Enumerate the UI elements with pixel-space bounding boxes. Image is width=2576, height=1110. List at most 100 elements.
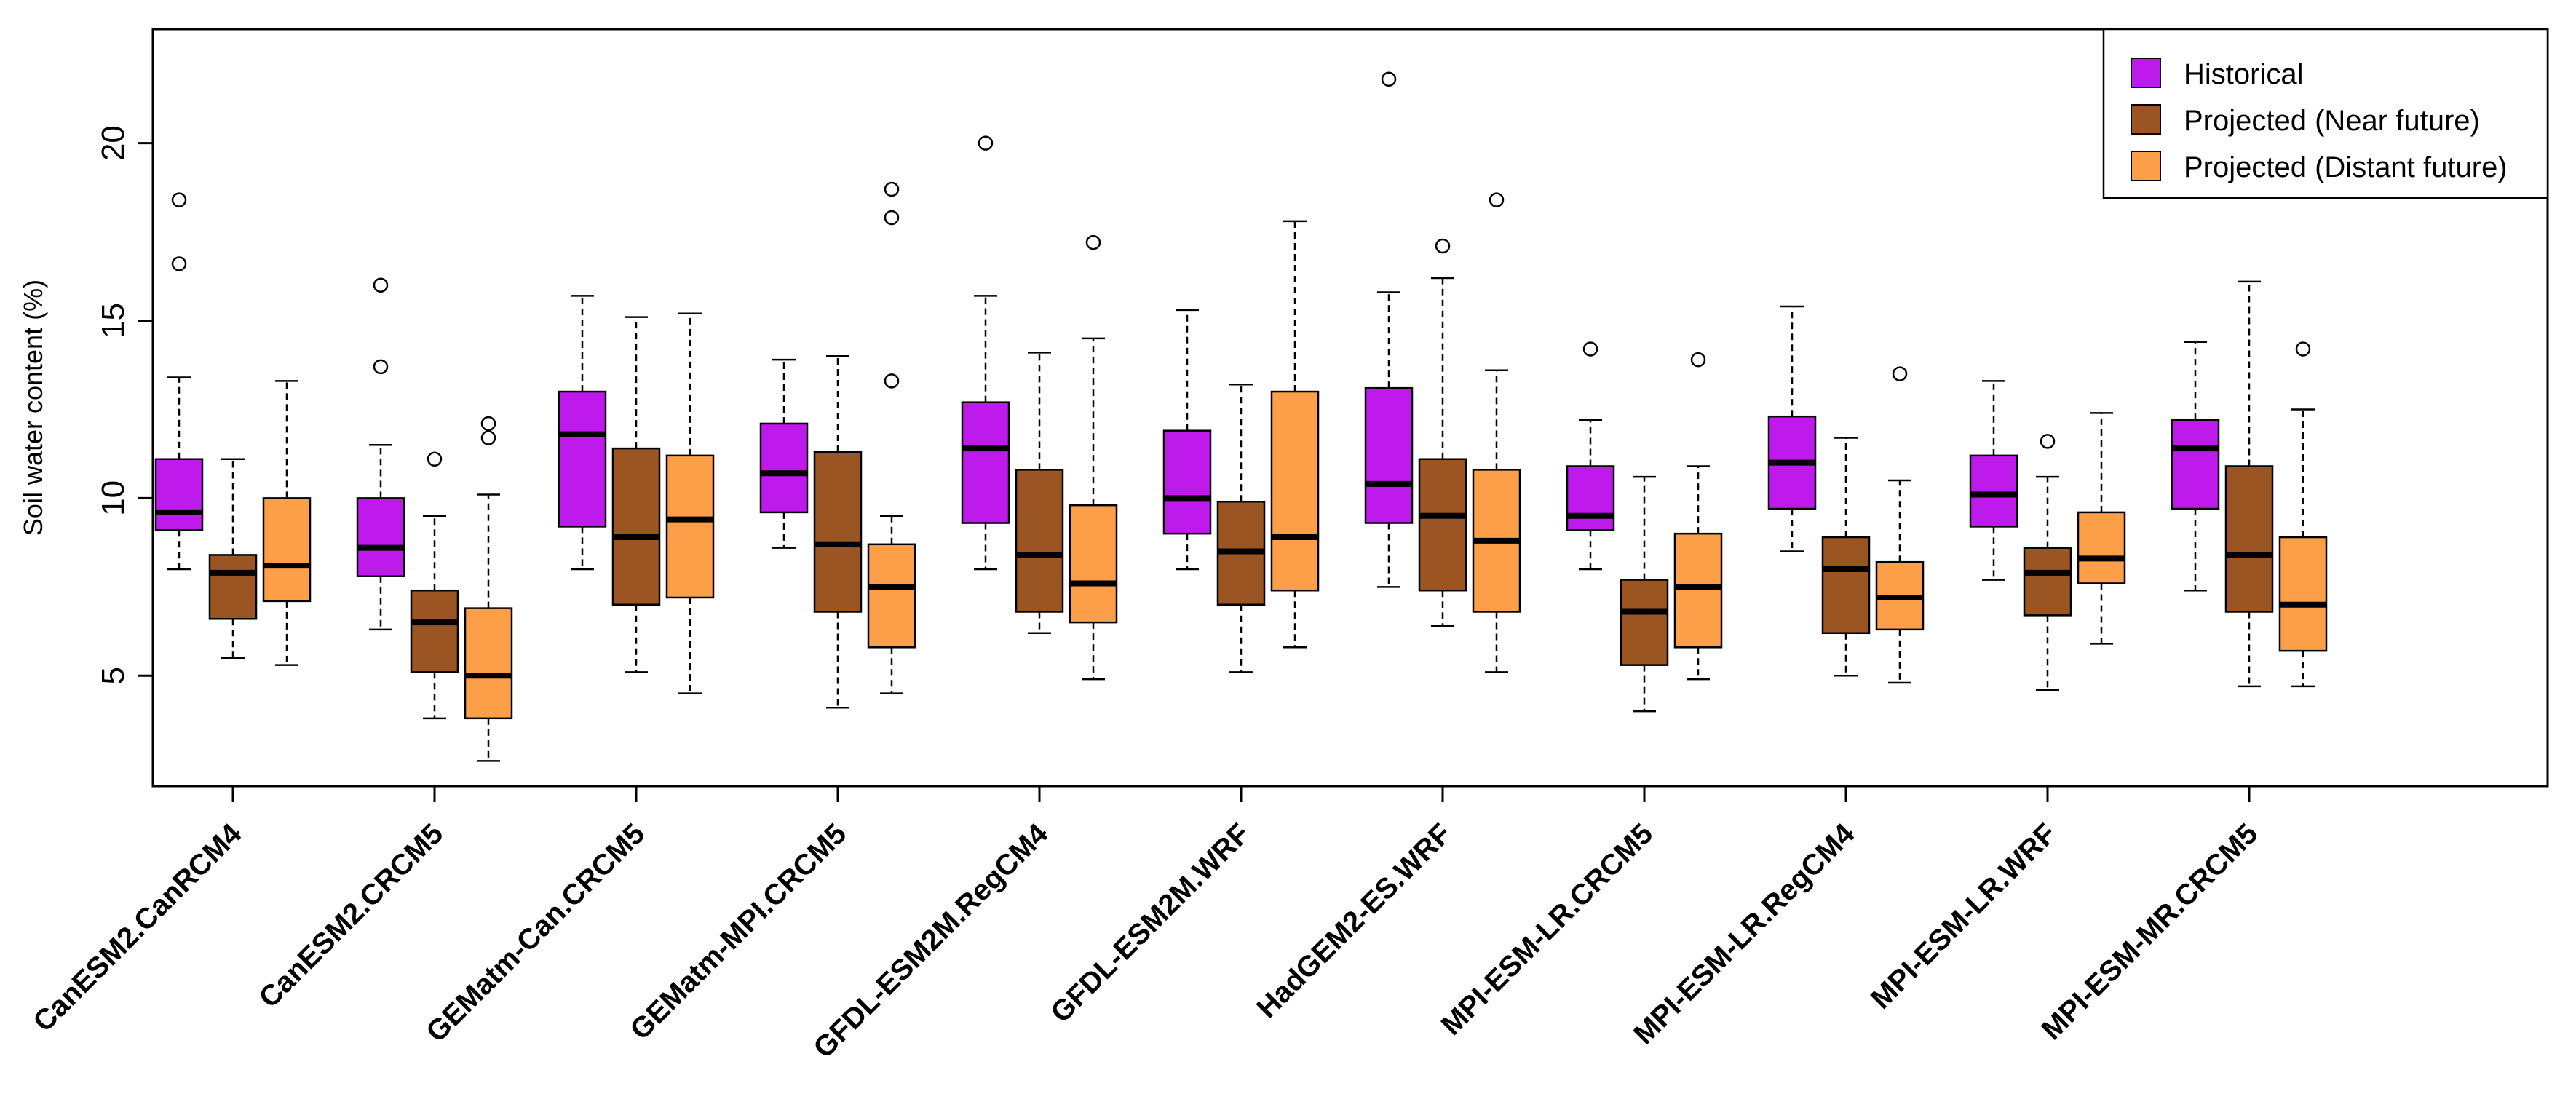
box-item (1472, 192, 1521, 673)
x-tick-label: MPI-ESM-MR.CRCM5 (2035, 817, 2264, 1046)
box-item (2077, 412, 2126, 645)
box-item (1767, 305, 1817, 552)
box-iqr (262, 497, 312, 603)
legend: Historical Projected (Near future) Project… (2102, 28, 2549, 199)
box-item (1270, 220, 1320, 649)
x-tick-label: MPI-ESM-LR.CRCM5 (1435, 817, 1660, 1042)
box-item (813, 355, 863, 709)
plot-frame (151, 28, 2549, 788)
box-item (1821, 437, 1871, 677)
outlier-point (884, 210, 900, 226)
box-iqr (1069, 504, 1118, 624)
legend-swatch (2131, 104, 2161, 135)
outlier-point (1435, 238, 1451, 254)
box-iqr (611, 447, 661, 606)
box-iqr (356, 497, 405, 577)
outlier-point (1381, 71, 1397, 87)
box-item (1216, 384, 1266, 673)
box-item (154, 192, 204, 571)
box-item (1364, 71, 1414, 588)
x-tick-label: GFDL-ESM2M.RegCM4 (807, 817, 1055, 1065)
x-axis: CanESM2.CanRCM4 CanESM2.CRCM5GEMatm-Can.C… (27, 786, 2264, 1064)
box-item (1015, 352, 1064, 635)
box-item (2171, 341, 2220, 592)
y-tick-label: 15 (95, 303, 131, 338)
outlier-point (2040, 434, 2056, 449)
outlier-point (1489, 192, 1505, 207)
box-iqr (154, 458, 204, 531)
box-item (1620, 475, 1669, 713)
box-iqr (208, 554, 258, 620)
box-iqr (1162, 429, 1212, 535)
box-iqr (2077, 511, 2126, 584)
legend-swatch (2131, 58, 2161, 88)
box-iqr (2171, 419, 2220, 510)
box-item (1566, 341, 1615, 571)
outlier-point (373, 277, 389, 293)
outlier-point (2295, 341, 2311, 357)
box-iqr (961, 401, 1010, 524)
box-item (665, 312, 715, 694)
y-tick-label: 10 (95, 480, 131, 516)
box-item (262, 380, 312, 666)
x-tick-label: MPI-ESM-LR.WRF (1865, 817, 2062, 1015)
box-series (154, 71, 2328, 762)
box-iqr (665, 454, 715, 599)
outlier-point (427, 451, 443, 467)
x-tick-label: MPI-ESM-LR.RegCM4 (1628, 817, 1861, 1051)
box-item (208, 458, 258, 659)
box-iqr (813, 451, 863, 613)
legend-label: Historical (2184, 58, 2303, 90)
outlier-point (978, 135, 994, 151)
outlier-point (171, 192, 187, 207)
box-item (356, 277, 405, 631)
legend-label: Projected (Near future) (2184, 105, 2480, 137)
y-tick-label: 20 (95, 125, 131, 161)
box-item (1673, 352, 1723, 681)
outlier-point (884, 373, 900, 389)
box-iqr (1821, 536, 1871, 635)
box-item (410, 451, 459, 720)
x-tick-label: CanESM2.CanRCM4 (27, 817, 248, 1039)
box-iqr (2278, 536, 2328, 652)
box-iqr (759, 422, 809, 514)
box-item (759, 358, 809, 549)
outlier-point (171, 256, 187, 271)
x-tick-label: CanESM2.CRCM5 (253, 817, 449, 1014)
box-item (464, 416, 513, 762)
legend-frame (2102, 28, 2549, 199)
box-iqr (1015, 469, 1064, 613)
box-iqr (2224, 465, 2274, 613)
box-item (558, 295, 607, 571)
box-item (1162, 309, 1212, 571)
box-iqr (410, 589, 459, 673)
box-item (1875, 366, 1925, 684)
y-axis-title: Soil water content (%) (18, 280, 48, 536)
box-item (1969, 380, 2018, 581)
box-item (961, 135, 1010, 571)
outlier-point (480, 416, 496, 432)
outlier-point (1892, 366, 1908, 381)
x-tick-label: HadGEM2-ES.WRF (1251, 817, 1457, 1024)
outlier-point (884, 181, 900, 197)
box-iqr (558, 390, 607, 528)
outlier-point (1085, 234, 1101, 250)
box-iqr (1620, 579, 1669, 666)
y-axis: 5 10 15 20 (95, 125, 153, 685)
box-item (1418, 238, 1467, 627)
outlier-point (373, 359, 389, 375)
box-iqr (1418, 458, 1467, 592)
box-item (2023, 434, 2072, 691)
box-iqr (867, 543, 916, 649)
outlier-point (480, 430, 496, 445)
x-tick-label: GEMatm-Can.CRCM5 (420, 817, 651, 1048)
box-item (611, 316, 661, 673)
box-iqr (1969, 454, 2018, 528)
box-iqr (2023, 547, 2072, 617)
box-item (2224, 280, 2274, 688)
outlier-point (1690, 352, 1706, 368)
box-iqr (1673, 532, 1723, 649)
box-item (2278, 341, 2328, 688)
